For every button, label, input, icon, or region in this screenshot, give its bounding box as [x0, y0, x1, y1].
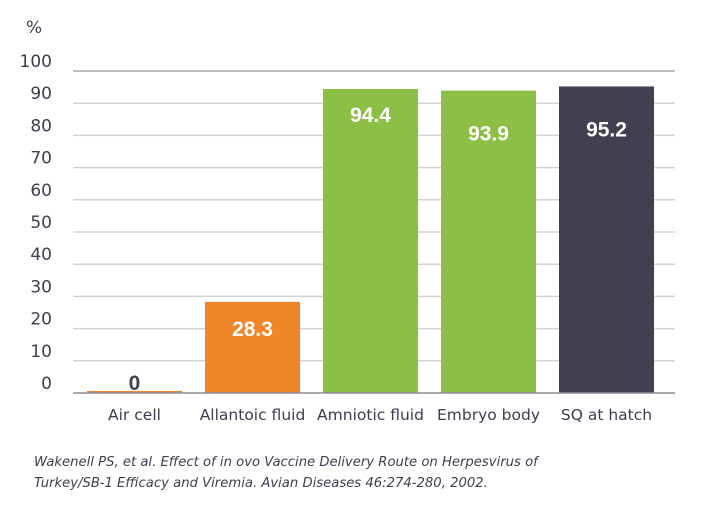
y-axis-label: %	[26, 18, 42, 38]
y-tick-label: 60	[30, 181, 52, 201]
footnote-line-1: Wakenell PS, et al. Effect of in ovo Vac…	[34, 455, 538, 470]
bar-air-cell	[87, 391, 182, 393]
y-tick-label: 0	[41, 374, 52, 394]
y-tick-label: 40	[30, 245, 52, 265]
bar-sq-at-hatch	[559, 86, 654, 394]
x-tick-label: Embryo body	[437, 406, 540, 424]
data-label: 28.3	[232, 318, 273, 341]
data-label: 95.2	[586, 118, 627, 141]
y-tick-label: 20	[30, 310, 52, 330]
x-tick-label: Allantoic fluid	[200, 406, 306, 424]
bars	[87, 86, 654, 394]
bar-chart: % 0 10 20 30 40 50 60 70 80 90 100 0 28.3 94.4 93.9 95…	[20, 18, 675, 424]
data-label: 94.4	[350, 104, 391, 127]
x-tick-labels: Air cell Allantoic fluid Amniotic fluid Emb…	[108, 406, 652, 424]
y-tick-label: 10	[30, 342, 52, 362]
y-tick-label: 80	[30, 116, 52, 136]
y-tick-label: 90	[30, 84, 52, 104]
bar-amniotic-fluid	[323, 89, 418, 394]
x-tick-label: SQ at hatch	[561, 406, 652, 424]
bar-allantoic-fluid	[205, 301, 300, 393]
data-label: 0	[129, 372, 141, 395]
y-tick-labels: 0 10 20 30 40 50 60 70 80 90 100	[20, 52, 52, 394]
y-tick-label: 30	[30, 277, 52, 297]
data-label: 93.9	[468, 123, 509, 146]
y-tick-label: 100	[20, 52, 52, 72]
footnote-line-2: Turkey/SB-1 Efficacy and Viremia. Avian …	[34, 476, 488, 491]
data-labels: 0 28.3 94.4 93.9 95.2	[129, 104, 627, 395]
y-tick-label: 70	[30, 149, 52, 169]
x-tick-label: Amniotic fluid	[317, 406, 424, 424]
x-tick-label: Air cell	[108, 406, 161, 424]
citation-footnote: Wakenell PS, et al. Effect of in ovo Vac…	[34, 452, 674, 494]
y-tick-label: 50	[30, 213, 52, 233]
bar-embryo-body	[441, 90, 536, 393]
